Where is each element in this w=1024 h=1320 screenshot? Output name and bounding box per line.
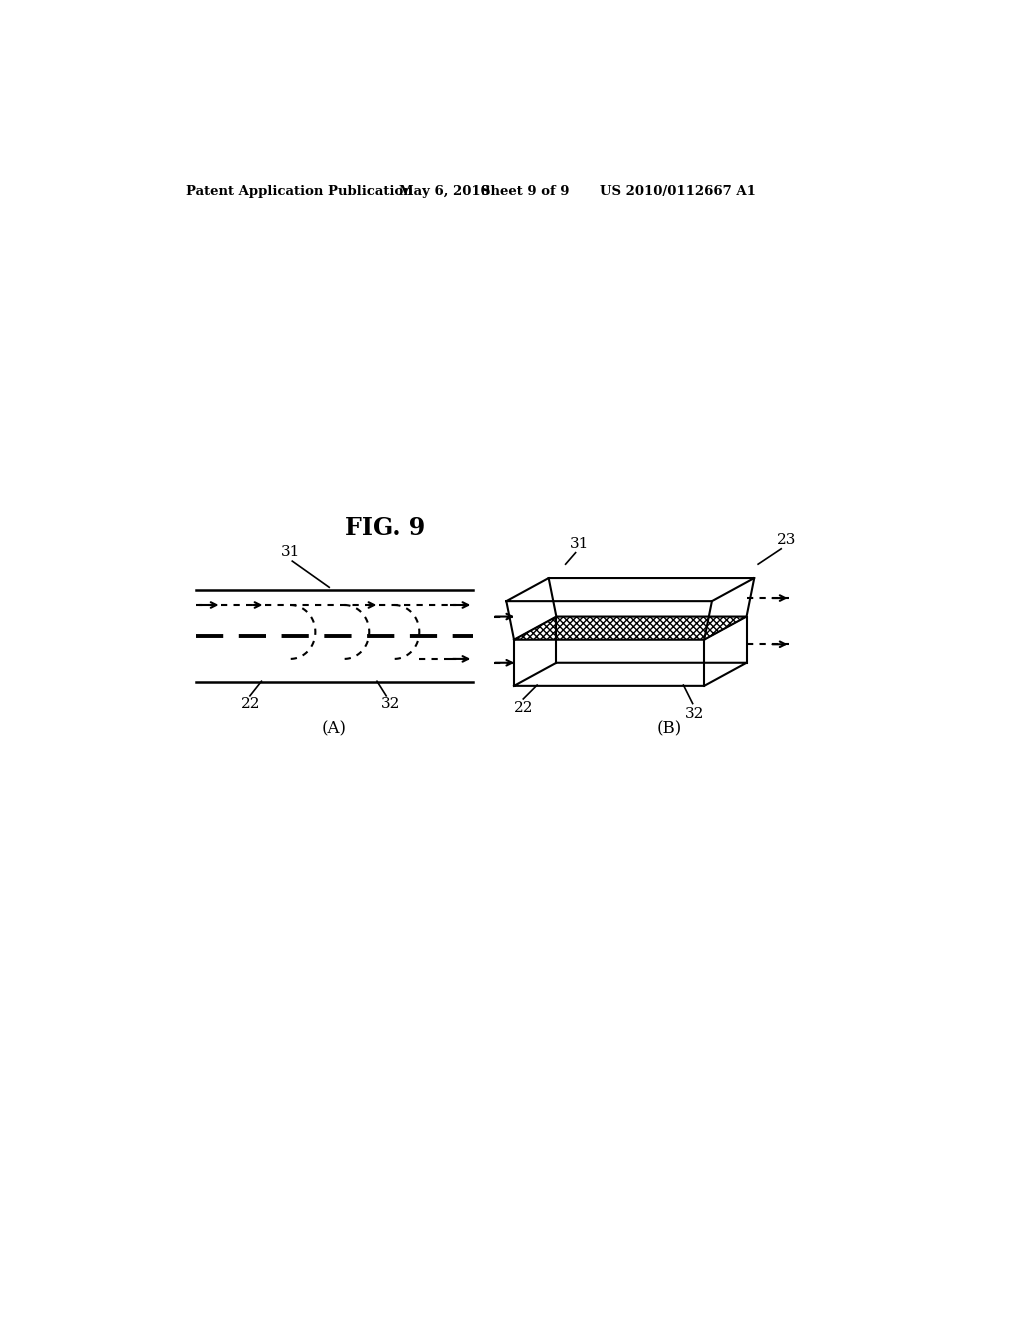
Text: 31: 31 [569,537,589,552]
Text: Sheet 9 of 9: Sheet 9 of 9 [481,185,569,198]
Text: 31: 31 [281,545,300,558]
Text: 22: 22 [241,697,260,711]
Text: FIG. 9: FIG. 9 [344,516,425,540]
Text: 32: 32 [685,706,705,721]
Text: 22: 22 [514,701,534,715]
Text: (A): (A) [323,721,347,738]
Text: 23: 23 [777,533,797,548]
Text: 32: 32 [381,697,400,711]
Text: US 2010/0112667 A1: US 2010/0112667 A1 [600,185,756,198]
Text: (B): (B) [657,721,682,738]
Text: Patent Application Publication: Patent Application Publication [186,185,413,198]
Text: May 6, 2010: May 6, 2010 [398,185,489,198]
